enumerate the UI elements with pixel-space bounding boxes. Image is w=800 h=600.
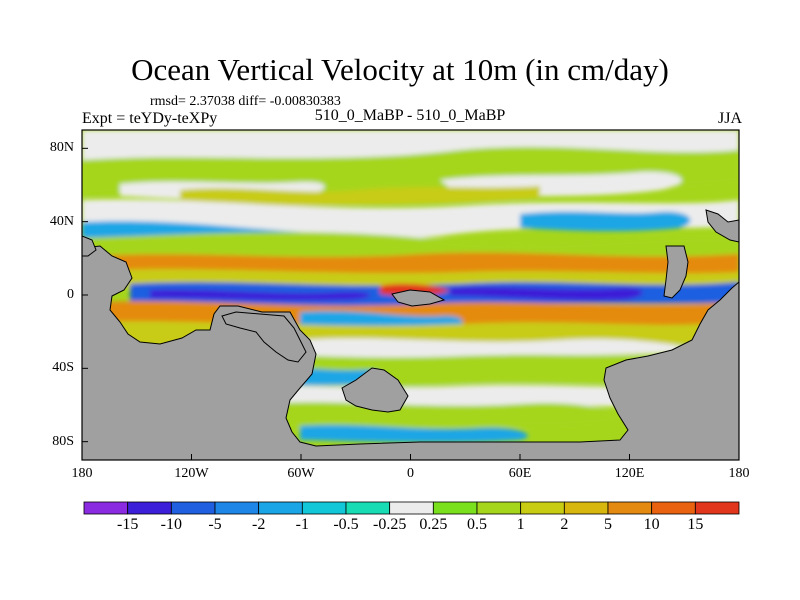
colorbar-swatch (651, 501, 696, 515)
continent-patch-1 (221, 311, 307, 363)
colorbar-swatch (432, 501, 478, 515)
colorbar-label: 1 (516, 516, 525, 533)
colorbar-label: -0.5 (333, 516, 359, 533)
lon-tick-label: 180 (71, 466, 93, 481)
lon-tick-label: 120W (174, 466, 209, 481)
stats-text: rmsd= 2.37038 diff= -0.00830383 (150, 94, 341, 109)
colorbar-swatch (170, 501, 216, 515)
colorbar-label: 5 (604, 516, 612, 533)
lat-tick-label: 40S (52, 360, 74, 376)
map-title: Ocean Vertical Velocity at 10m (in cm/da… (131, 52, 669, 87)
axis-ticks (81, 147, 740, 460)
colorbar-label: -2 (251, 516, 266, 533)
southern-continent (82, 245, 739, 460)
land-masses (82, 209, 739, 460)
northwest-landmass (82, 235, 97, 257)
lon-tick-label: 0 (407, 466, 414, 481)
colorbar-swatch (214, 501, 260, 515)
period-label: 510_0_MaBP - 510_0_MaBP (314, 107, 506, 124)
lon-tick-label: 120E (614, 466, 645, 481)
continent-patch-2 (341, 367, 409, 413)
colorbar-swatch (258, 501, 303, 515)
colorbar-label: 10 (643, 516, 660, 533)
colorbar-swatch (607, 501, 653, 515)
colorbar-label: 0.25 (419, 516, 448, 533)
south-white-band (300, 338, 700, 363)
colorbar-swatch (83, 501, 129, 515)
season-label: JJA (717, 110, 742, 127)
eastern-island (663, 245, 689, 299)
map-plot-area (82, 130, 739, 460)
colorbar-swatch (476, 501, 522, 515)
northeast-landmass (705, 209, 739, 243)
colorbar-label: -5 (208, 516, 222, 533)
lon-tick-label: 60W (287, 466, 315, 481)
north-yellow-band (180, 186, 540, 207)
colorbar-swatch (127, 501, 172, 515)
colorbar-swatch (694, 501, 740, 515)
antarctic-cyan-band (300, 425, 528, 443)
lon-tick-label: 60E (508, 466, 532, 481)
colorbar-swatch (389, 501, 434, 515)
colorbar-label: -1 (295, 516, 309, 533)
colorbar-swatch (301, 501, 347, 515)
equatorial-dark-blue-1 (150, 289, 370, 301)
colorbar (83, 501, 740, 515)
lat-tick-label: 0 (67, 287, 74, 302)
southern-green-patch (260, 402, 620, 433)
equatorial-island (391, 289, 446, 307)
lon-tick-label: 180 (728, 466, 750, 481)
colorbar-swatch (345, 501, 391, 515)
equatorial-dark-blue-2 (450, 286, 643, 301)
colorbar-swatch (520, 501, 565, 515)
colorbar-swatch (563, 501, 609, 515)
colorbar-label: 2 (560, 516, 569, 533)
lat-tick-label: 80S (52, 433, 74, 449)
midlat-cyan-patch-2 (520, 211, 691, 232)
colorbar-label: 15 (687, 516, 704, 533)
colorbar-label: 0.5 (467, 516, 487, 533)
lat-tick-label: 80N (49, 140, 74, 156)
lat-tick-label: 40N (49, 213, 74, 229)
experiment-label: Expt = teYDy-teXPy (82, 110, 218, 127)
colorbar-label: -0.25 (372, 516, 407, 533)
colorbar-label: -15 (116, 516, 139, 533)
colorbar-label: -10 (160, 516, 182, 533)
